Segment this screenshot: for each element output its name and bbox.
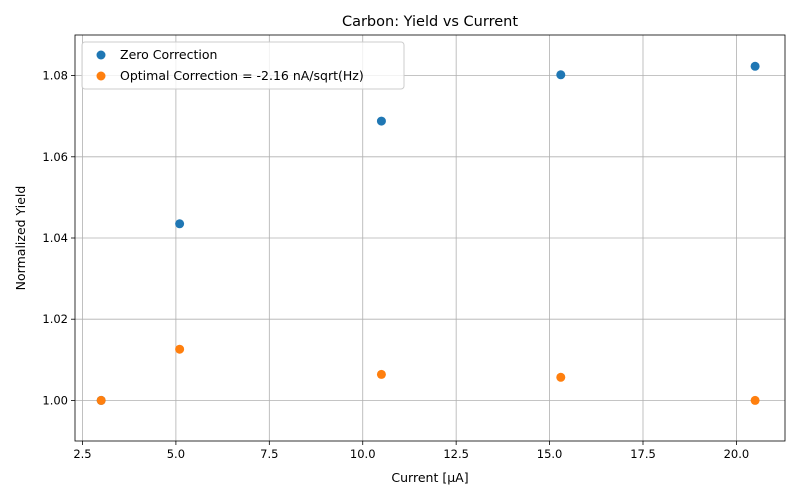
data-point-optimal-correction <box>175 344 185 354</box>
y-axis-ticks: 1.00 1.02 1.04 1.06 1.08 <box>42 69 75 407</box>
chart-title: Carbon: Yield vs Current <box>342 14 518 30</box>
legend-label-zero-correction: Zero Correction <box>120 47 217 62</box>
data-point-optimal-correction <box>376 369 386 379</box>
x-tick-label: 5.0 <box>167 447 185 461</box>
data-point-zero-correction <box>376 116 386 126</box>
data-point-zero-correction <box>750 61 760 71</box>
data-point-optimal-correction <box>96 395 106 405</box>
legend: Zero Correction Optimal Correction = -2.… <box>81 41 405 90</box>
x-tick-label: 10.0 <box>350 447 376 461</box>
data-point-zero-correction <box>556 70 566 80</box>
x-tick-label: 12.5 <box>443 447 469 461</box>
data-points <box>96 61 760 405</box>
data-point-optimal-correction <box>556 372 566 382</box>
y-tick-label: 1.08 <box>42 69 68 83</box>
y-tick-label: 1.06 <box>42 150 68 164</box>
x-tick-label: 17.5 <box>630 447 656 461</box>
grid-lines <box>75 35 785 441</box>
x-tick-label: 2.5 <box>73 447 91 461</box>
x-tick-label: 7.5 <box>260 447 278 461</box>
y-tick-label: 1.04 <box>42 231 68 245</box>
legend-box <box>81 41 405 90</box>
x-tick-label: 20.0 <box>724 447 750 461</box>
x-axis-ticks: 2.5 5.0 7.5 10.0 12.5 15.0 17.5 20.0 <box>73 441 749 461</box>
legend-marker-optimal-correction <box>96 71 106 81</box>
y-tick-label: 1.02 <box>42 312 68 326</box>
x-axis-label: Current [μA] <box>391 470 468 485</box>
plot-frame <box>74 34 786 442</box>
legend-marker-zero-correction <box>96 50 106 60</box>
y-tick-label: 1.00 <box>42 393 68 407</box>
y-axis-label: Normalized Yield <box>13 186 28 291</box>
x-tick-label: 15.0 <box>537 447 563 461</box>
data-point-zero-correction <box>175 219 185 229</box>
data-point-optimal-correction <box>750 395 760 405</box>
legend-label-optimal-correction: Optimal Correction = -2.16 nA/sqrt(Hz) <box>120 68 364 83</box>
